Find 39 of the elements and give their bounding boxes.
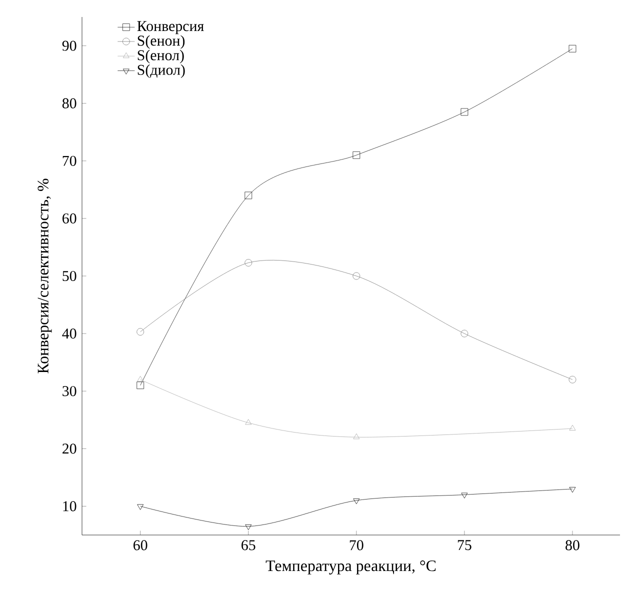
- x-tick-label: 60: [134, 540, 148, 550]
- y-tick-label: 80: [62, 98, 76, 108]
- y-tick-label: 30: [62, 386, 76, 396]
- y-axis-title: Конверсия/селективность, %: [38, 178, 52, 374]
- y-tick-label: 90: [62, 40, 76, 51]
- point: [569, 424, 576, 430]
- point: [568, 44, 576, 52]
- point: [353, 433, 360, 440]
- point: [461, 492, 468, 498]
- point: [569, 487, 576, 493]
- x-axis-title: Температура реакции, °C: [266, 560, 436, 574]
- point: [137, 504, 144, 510]
- point: [244, 192, 252, 200]
- point: [353, 498, 360, 504]
- legend-label: S(енон): [138, 35, 185, 49]
- point: [136, 328, 144, 336]
- point: [568, 376, 576, 384]
- point: [245, 524, 252, 530]
- y-tick-label: 50: [62, 270, 76, 282]
- point: [245, 419, 252, 425]
- y-tick-label: 20: [62, 444, 76, 454]
- y-tick-label: 60: [62, 213, 76, 224]
- x-tick-label: 75: [458, 540, 472, 550]
- y-tick-label: 70: [62, 156, 76, 166]
- legend-label: Конверсия: [137, 21, 204, 34]
- legend-label: S(енол): [138, 50, 184, 64]
- point: [460, 330, 468, 338]
- point: [460, 108, 468, 116]
- x-tick-label: 65: [242, 540, 256, 550]
- legend-label: S(диол): [138, 64, 185, 78]
- point: [244, 259, 252, 266]
- y-tick-label: 40: [62, 328, 76, 339]
- point: [352, 272, 360, 280]
- point: [137, 376, 144, 382]
- point: [136, 382, 144, 390]
- y-tick-label: 10: [63, 501, 76, 512]
- x-tick-label: 70: [350, 540, 364, 550]
- point: [352, 151, 360, 159]
- x-tick-label: 80: [566, 540, 580, 550]
